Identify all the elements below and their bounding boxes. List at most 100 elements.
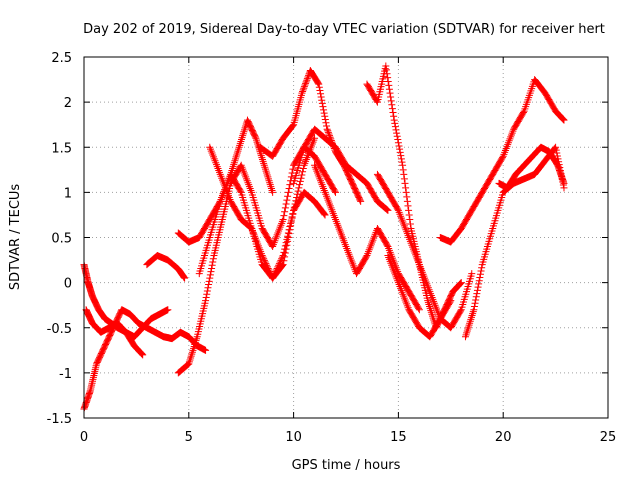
data-point <box>296 177 304 185</box>
data-point <box>299 165 307 173</box>
data-point <box>229 165 237 173</box>
data-point <box>207 268 215 276</box>
y-tick-label: 0.5 <box>51 232 72 247</box>
data-point <box>236 141 244 149</box>
data-point <box>273 264 281 272</box>
data-point <box>424 299 432 307</box>
data-point <box>281 204 289 212</box>
data-point <box>262 167 270 175</box>
data-point <box>280 248 288 256</box>
data-point <box>299 86 307 94</box>
data-point <box>260 256 268 264</box>
data-point <box>385 81 393 89</box>
series-arc-8 <box>206 143 329 282</box>
data-point <box>282 239 290 247</box>
data-point <box>552 146 560 154</box>
data-point <box>297 174 305 182</box>
data-point <box>318 99 326 107</box>
data-point <box>457 279 465 287</box>
data-point <box>235 143 243 151</box>
data-point <box>258 252 266 260</box>
data-point <box>498 154 506 162</box>
data-point <box>466 317 474 325</box>
series-arc-6 <box>174 143 340 377</box>
series-arc-15 <box>436 76 568 246</box>
data-point <box>396 145 404 153</box>
data-point <box>296 181 304 189</box>
y-tick-label: 1.5 <box>51 141 72 156</box>
data-point <box>456 280 464 288</box>
data-point <box>552 143 560 151</box>
data-point <box>265 177 273 185</box>
data-point <box>324 128 332 136</box>
data-point <box>428 310 436 318</box>
data-point <box>461 333 469 341</box>
data-point <box>463 327 471 335</box>
data-point <box>475 277 483 285</box>
x-axis-label: GPS time / hours <box>292 458 401 473</box>
data-point <box>478 264 486 272</box>
data-point <box>425 301 433 309</box>
data-point <box>279 252 287 260</box>
data-point <box>303 76 311 84</box>
data-point <box>318 96 326 104</box>
x-tick-label: 5 <box>185 430 193 445</box>
data-point <box>316 87 324 95</box>
data-point <box>395 142 403 150</box>
data-point <box>383 241 391 249</box>
data-point <box>398 158 406 166</box>
data-point <box>464 323 472 331</box>
grid-layer <box>84 57 608 418</box>
data-point <box>287 219 295 227</box>
data-point <box>302 79 310 87</box>
data-point <box>299 87 307 95</box>
data-marks <box>80 62 568 413</box>
data-point <box>206 271 214 279</box>
series-arc-4 <box>143 252 189 282</box>
data-point <box>202 346 210 354</box>
data-point <box>391 119 399 127</box>
data-point <box>325 130 333 138</box>
data-point <box>231 157 239 165</box>
data-point <box>304 73 312 81</box>
data-point <box>457 279 465 287</box>
data-point <box>188 348 196 356</box>
data-point <box>263 263 271 271</box>
data-point <box>468 312 476 320</box>
data-point <box>399 161 407 169</box>
x-tick-label: 10 <box>285 430 302 445</box>
x-tick-label: 15 <box>390 430 407 445</box>
data-point <box>278 253 286 261</box>
data-point <box>281 208 289 216</box>
data-point <box>283 235 291 243</box>
data-point <box>415 306 423 314</box>
data-point <box>427 306 435 314</box>
data-point <box>281 245 289 253</box>
data-point <box>390 112 398 120</box>
data-point <box>326 132 334 140</box>
y-axis-label: SDTVAR / TECUs <box>8 184 23 291</box>
data-point <box>259 253 267 261</box>
series-arc-5 <box>174 116 277 246</box>
data-point <box>476 273 484 281</box>
data-point <box>476 270 484 278</box>
data-point <box>139 351 147 359</box>
data-point <box>275 261 283 269</box>
series-arc-11 <box>311 161 423 314</box>
data-point <box>137 350 145 358</box>
data-point <box>188 350 196 358</box>
data-point <box>261 165 269 173</box>
data-point <box>289 210 297 218</box>
data-point <box>275 260 283 268</box>
data-point <box>384 74 392 82</box>
data-point <box>270 271 278 279</box>
series-arc-13 <box>373 170 476 332</box>
data-point <box>519 108 527 116</box>
data-point <box>282 200 290 208</box>
data-point <box>263 261 271 269</box>
data-point <box>394 136 402 144</box>
series-arc-14 <box>384 252 455 341</box>
data-point <box>205 277 213 285</box>
data-point <box>468 270 476 278</box>
data-point <box>463 329 471 337</box>
